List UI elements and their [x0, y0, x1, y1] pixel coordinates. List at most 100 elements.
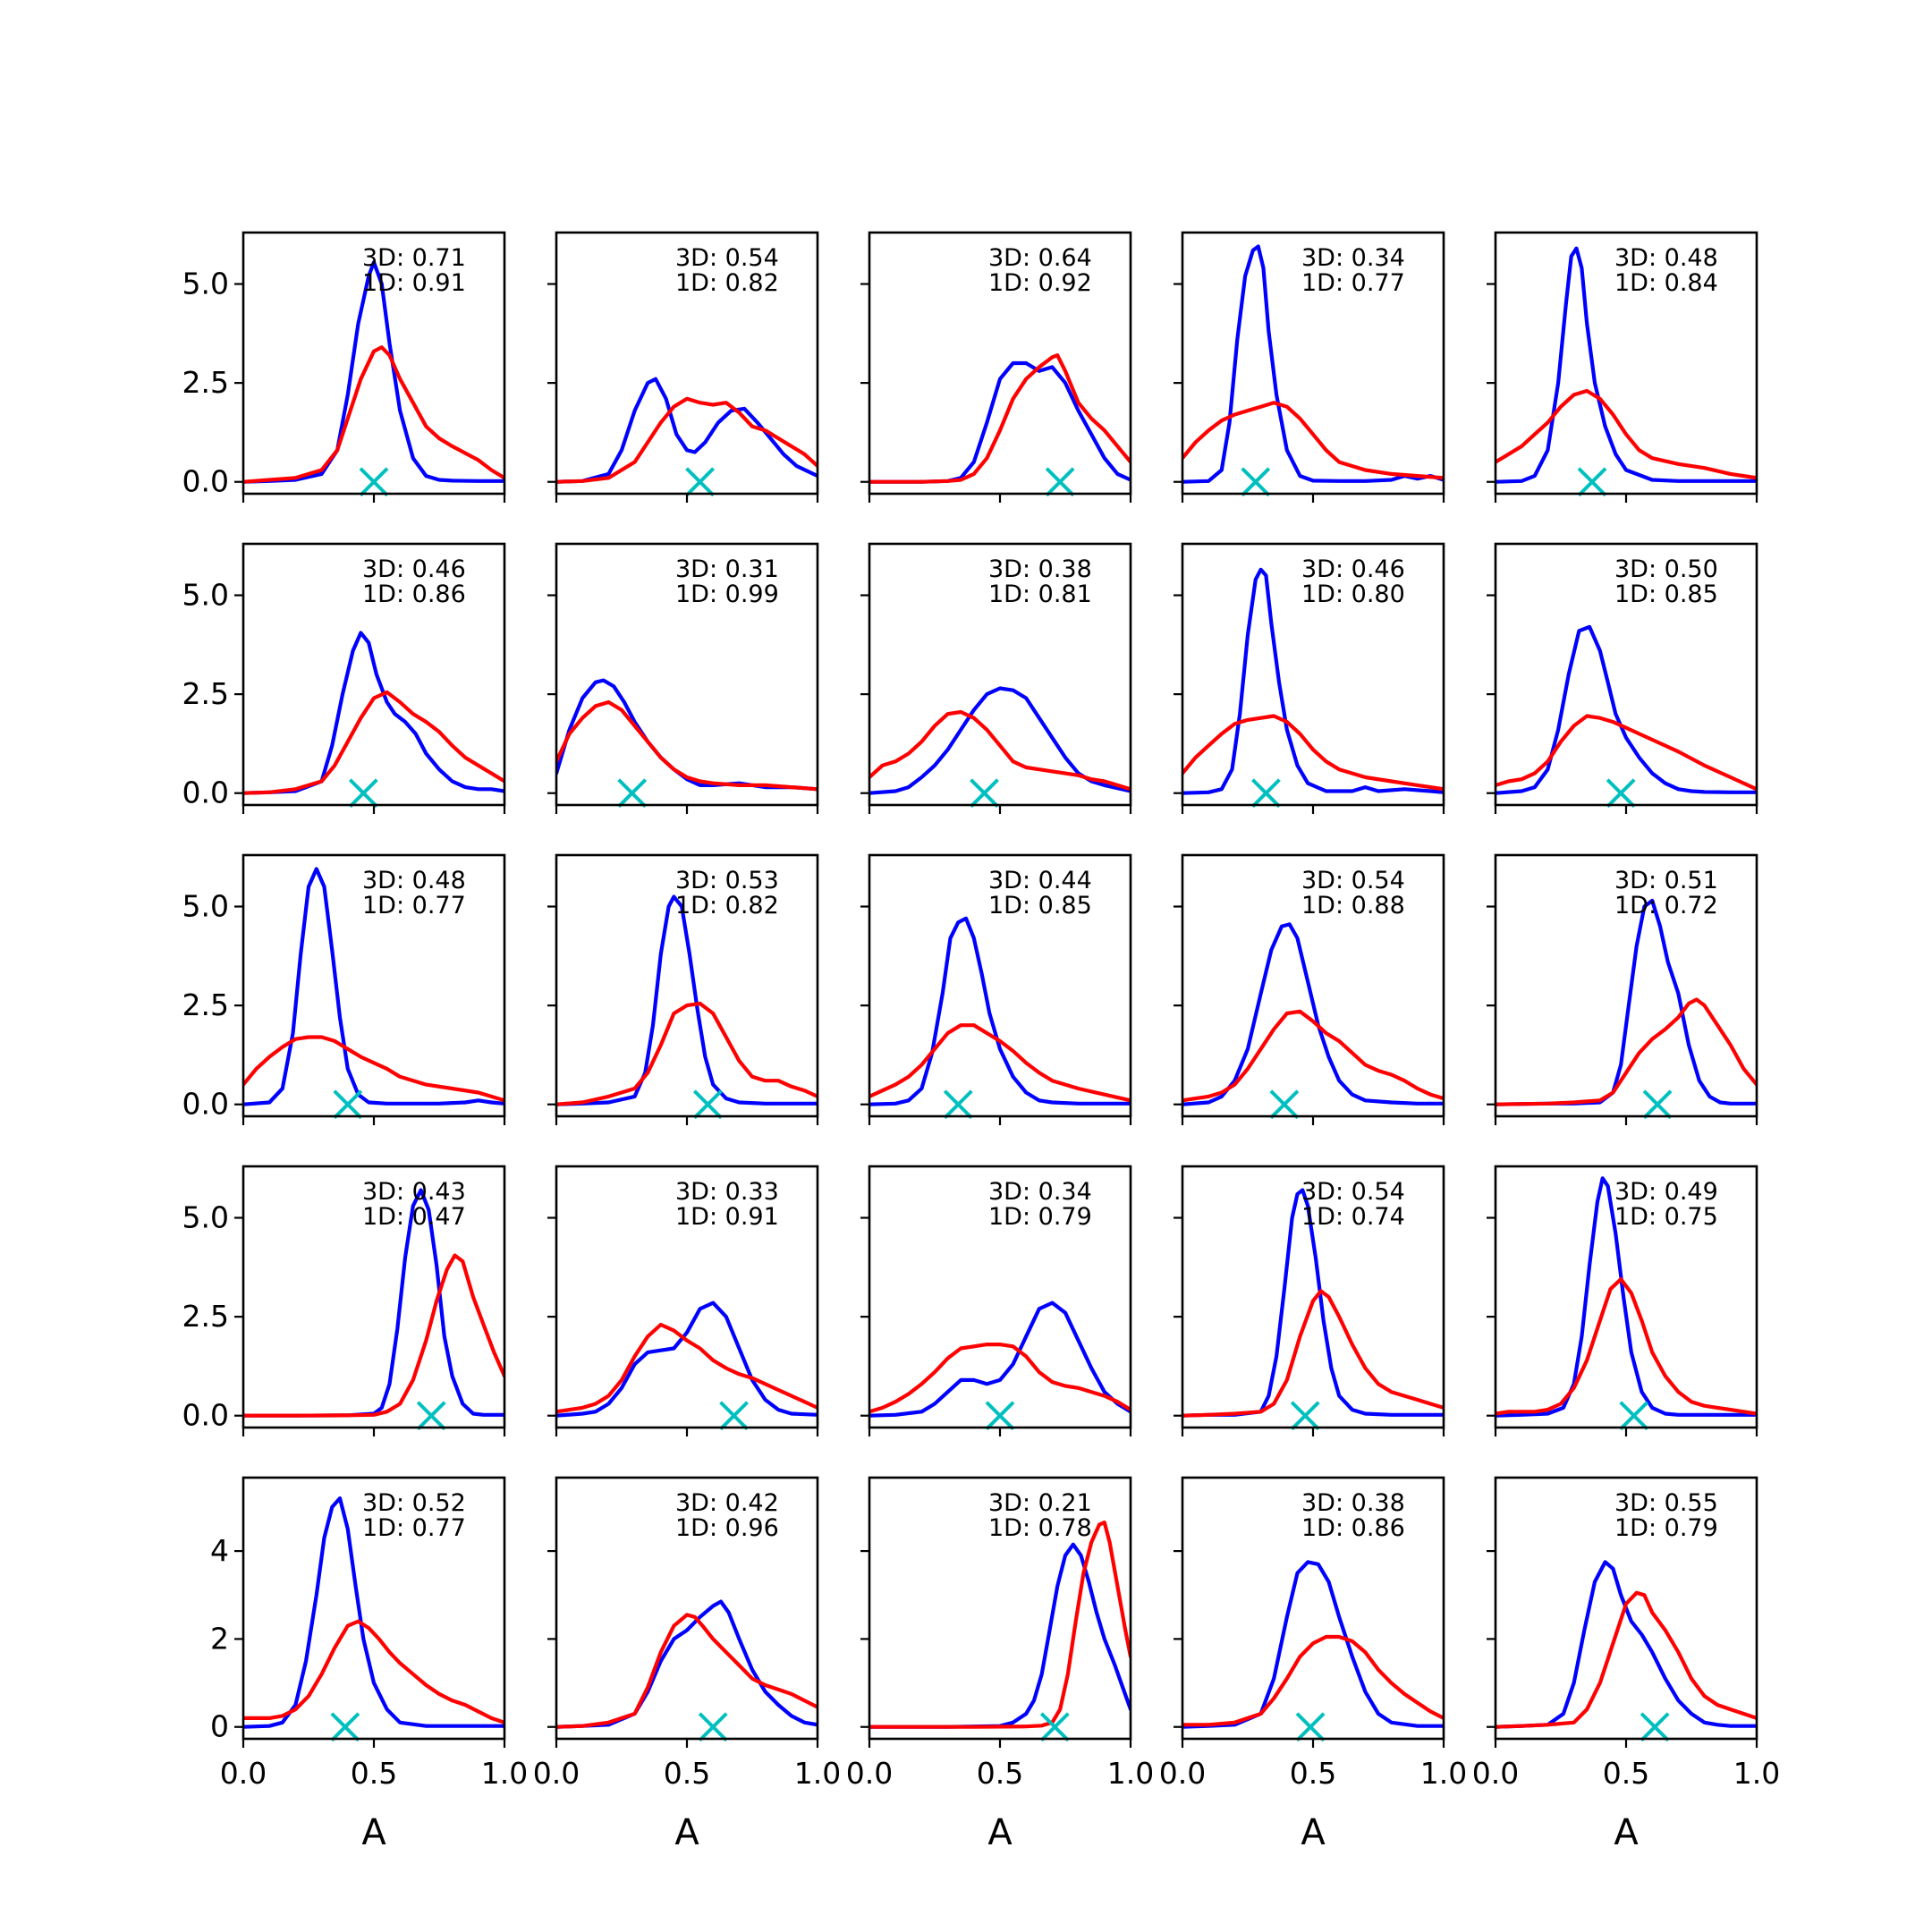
- x-tick-label: 1.0: [794, 1756, 841, 1791]
- x-marker: [1619, 1401, 1649, 1431]
- blue-density-line: [1496, 246, 1757, 484]
- series-group: [243, 867, 504, 1106]
- y-tick-label: 0: [210, 1709, 229, 1744]
- series-group: [869, 686, 1131, 795]
- x-marker: [685, 467, 716, 497]
- blue-density-line: [869, 360, 1131, 484]
- annotation-1d: 1D: 0.79: [1614, 1514, 1718, 1542]
- annotation-1d: 1D: 0.99: [675, 580, 779, 608]
- blue-density-line: [243, 1496, 504, 1729]
- y-tick-label: 4: [210, 1533, 229, 1568]
- blue-density-line: [1182, 922, 1444, 1106]
- annotation-3d: 3D: 0.31: [675, 555, 779, 583]
- annotation-1d: 1D: 0.84: [1614, 269, 1718, 297]
- annotation-3d: 3D: 0.46: [362, 555, 466, 583]
- y-tick-label: 0.0: [182, 775, 229, 810]
- series-group: [1496, 624, 1757, 795]
- red-density-line: [243, 345, 504, 484]
- blue-density-line: [556, 1301, 818, 1418]
- x-marker: [1290, 1401, 1320, 1431]
- series-group: [556, 1301, 818, 1418]
- series-group: [243, 260, 504, 484]
- x-tick-label: 0.5: [1603, 1756, 1649, 1791]
- red-density-line: [1182, 401, 1444, 480]
- annotation-3d: 3D: 0.46: [1301, 555, 1405, 583]
- x-tick-label: 0.5: [351, 1756, 397, 1791]
- x-marker: [416, 1401, 446, 1431]
- x-tick-label: 1.0: [1107, 1756, 1154, 1791]
- x-marker: [692, 1089, 723, 1120]
- red-density-line: [243, 1253, 504, 1418]
- red-density-line: [243, 1035, 504, 1103]
- annotation-3d: 3D: 0.54: [675, 244, 779, 272]
- x-marker: [359, 467, 389, 497]
- x-marker: [1269, 1089, 1300, 1120]
- x-marker: [985, 1401, 1015, 1431]
- red-density-line: [556, 396, 818, 484]
- series-group: [1496, 1176, 1757, 1418]
- red-density-line: [869, 1521, 1131, 1729]
- annotation-1d: 1D: 0.78: [988, 1514, 1092, 1542]
- y-tick-label: 2: [210, 1621, 229, 1656]
- x-marker: [330, 1712, 360, 1742]
- annotation-3d: 3D: 0.51: [1614, 867, 1718, 894]
- annotation-1d: 1D: 0.77: [1301, 269, 1405, 297]
- annotation-1d: 1D: 0.72: [1614, 892, 1718, 919]
- red-density-line: [556, 1613, 818, 1729]
- red-density-line: [869, 353, 1131, 484]
- blue-density-line: [869, 686, 1131, 795]
- annotation-3d: 3D: 0.42: [675, 1489, 779, 1517]
- x-tick-label: 0.0: [1159, 1756, 1206, 1791]
- blue-density-line: [869, 916, 1131, 1106]
- x-tick-label: 0.0: [220, 1756, 267, 1791]
- red-density-line: [556, 699, 818, 792]
- red-density-line: [556, 1322, 818, 1414]
- x-axis-label: A: [361, 1812, 386, 1853]
- annotation-3d: 3D: 0.34: [988, 1178, 1092, 1206]
- annotation-1d: 1D: 0.91: [675, 1203, 779, 1231]
- blue-density-line: [1182, 567, 1444, 795]
- blue-density-line: [556, 1599, 818, 1729]
- annotation-3d: 3D: 0.52: [362, 1489, 466, 1517]
- x-marker: [698, 1712, 728, 1742]
- x-marker: [1640, 1712, 1670, 1742]
- blue-density-line: [869, 1301, 1131, 1418]
- red-density-line: [869, 1343, 1131, 1414]
- y-tick-label: 2.5: [182, 1299, 229, 1334]
- series-group: [869, 353, 1131, 484]
- blue-density-line: [1496, 898, 1757, 1106]
- red-density-line: [1496, 1590, 1757, 1729]
- blue-density-line: [1496, 1176, 1757, 1418]
- series-group: [243, 1496, 504, 1729]
- annotation-3d: 3D: 0.21: [988, 1489, 1092, 1517]
- blue-density-line: [556, 678, 818, 792]
- annotation-1d: 1D: 0.77: [362, 892, 466, 919]
- y-tick-label: 0.0: [182, 1398, 229, 1433]
- x-marker: [348, 778, 378, 809]
- annotation-1d: 1D: 0.81: [988, 580, 1092, 608]
- x-tick-label: 1.0: [1420, 1756, 1467, 1791]
- blue-density-line: [1496, 624, 1757, 795]
- x-marker: [1295, 1712, 1326, 1742]
- annotation-1d: 1D: 0.85: [988, 892, 1092, 919]
- blue-density-line: [1496, 1560, 1757, 1729]
- series-group: [556, 377, 818, 484]
- annotation-3d: 3D: 0.34: [1301, 244, 1405, 272]
- annotation-1d: 1D: 0.80: [1301, 580, 1405, 608]
- red-density-line: [243, 1619, 504, 1724]
- x-tick-label: 0.0: [1472, 1756, 1519, 1791]
